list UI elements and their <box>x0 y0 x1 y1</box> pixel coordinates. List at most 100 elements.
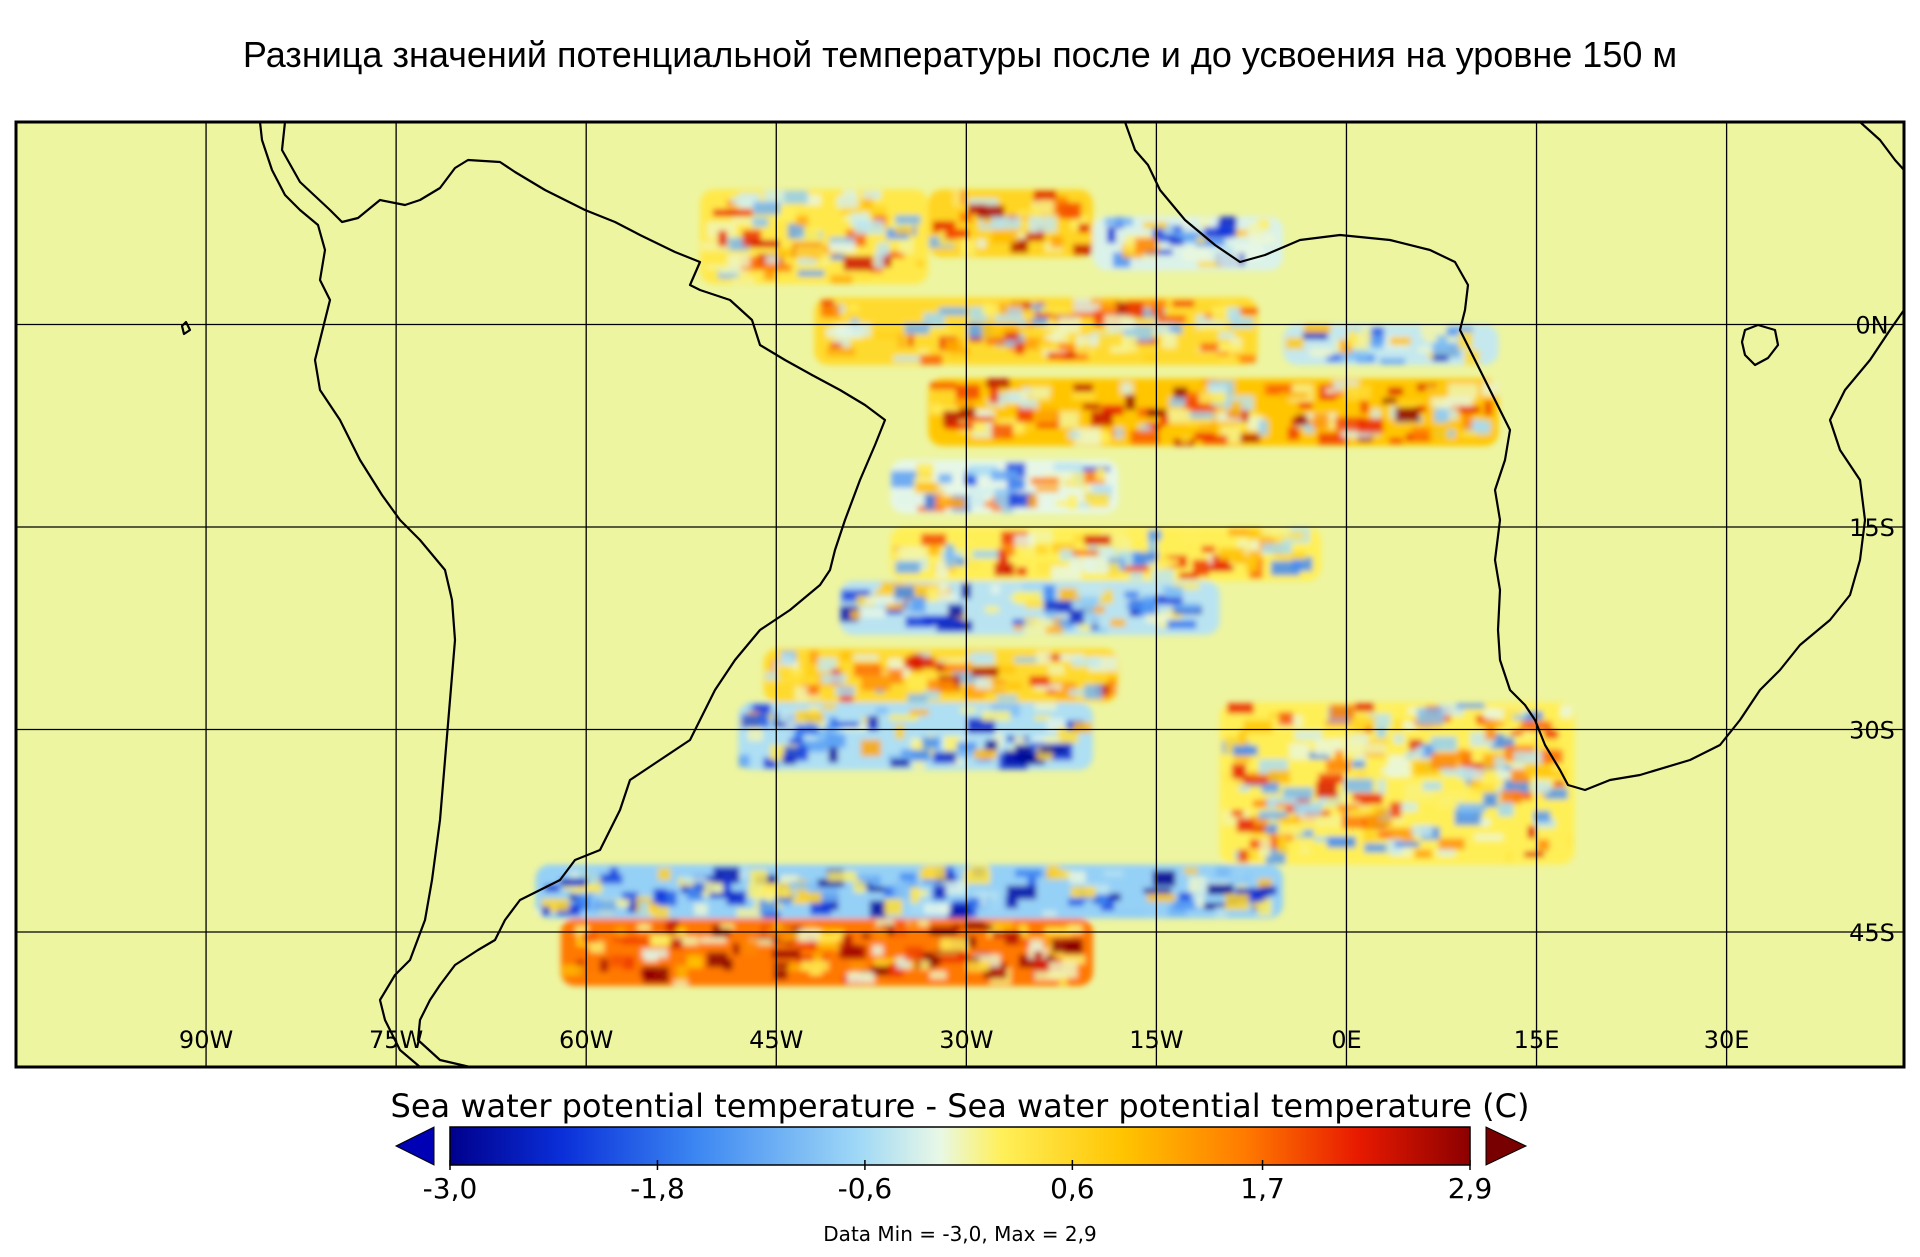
field-cell <box>1475 783 1496 794</box>
field-cell <box>1217 252 1241 266</box>
field-cell <box>1294 730 1322 741</box>
field-cell <box>1057 727 1079 744</box>
field-cell <box>1343 385 1371 400</box>
field-cell <box>818 657 837 672</box>
field-cell <box>818 934 838 942</box>
field-cell <box>1430 736 1457 752</box>
field-cell <box>1480 818 1491 827</box>
field-cell <box>741 714 770 728</box>
field-cell <box>964 921 985 930</box>
field-cell <box>1022 308 1036 319</box>
field-cell <box>1083 557 1109 574</box>
field-cell <box>1313 413 1329 430</box>
latitude-label: 45S <box>1849 919 1895 947</box>
latitude-label: 30S <box>1849 717 1895 745</box>
field-cell <box>1364 843 1387 853</box>
field-cell <box>722 878 732 895</box>
field-cell <box>800 960 829 971</box>
field-cell <box>1276 828 1304 836</box>
field-cell <box>1238 849 1249 863</box>
field-cell <box>952 924 962 931</box>
field-cell <box>1011 938 1038 946</box>
field-cell <box>985 740 998 750</box>
field-cell <box>1474 833 1504 841</box>
field-cell <box>1237 539 1249 556</box>
graticule <box>16 122 1904 1067</box>
field-cell <box>1395 407 1420 422</box>
field-cell <box>840 650 852 661</box>
field-cell <box>1061 955 1085 965</box>
field-cell <box>996 695 1018 702</box>
field-cell <box>1318 773 1344 784</box>
field-cell <box>947 904 969 919</box>
field-cell <box>1243 721 1273 733</box>
field-cell <box>583 878 594 892</box>
field-cell <box>901 749 931 761</box>
field-cell <box>1031 312 1054 318</box>
field-cell <box>1167 620 1197 629</box>
field-cell <box>1417 346 1436 353</box>
field-cell <box>809 650 819 665</box>
field-cell <box>1155 558 1179 566</box>
field-cell <box>1019 399 1038 409</box>
longitude-label: 15E <box>1514 1026 1560 1054</box>
field-cell <box>833 721 859 728</box>
field-cell <box>1347 330 1358 347</box>
field-cell <box>641 948 668 958</box>
field-cell <box>910 654 923 671</box>
field-cell <box>732 943 743 955</box>
field-cell <box>718 230 728 247</box>
field-cell <box>1120 382 1133 394</box>
field-cell <box>903 881 918 888</box>
field-cell <box>793 731 804 744</box>
field-cell <box>1034 715 1051 721</box>
field-cell <box>637 923 653 931</box>
field-cell <box>991 584 1000 595</box>
field-cell <box>1270 797 1297 805</box>
field-cell <box>1300 843 1310 856</box>
field-cell <box>898 237 914 254</box>
field-cell <box>1228 528 1256 536</box>
field-cell <box>989 386 999 404</box>
field-cell <box>657 868 671 881</box>
field-cell <box>1052 543 1075 553</box>
field-cell <box>1372 705 1396 715</box>
field-cell <box>884 899 903 916</box>
field-cell <box>1224 893 1250 911</box>
field-cell <box>707 952 728 968</box>
field-cell <box>1069 558 1096 570</box>
latitude-label: 15S <box>1849 514 1895 542</box>
field-cell <box>949 756 964 766</box>
field-cell <box>1389 801 1402 818</box>
field-cell <box>970 651 995 665</box>
field-cell <box>1073 721 1092 734</box>
field-cell <box>1080 339 1091 347</box>
field-cell <box>747 727 763 742</box>
field-cell <box>1090 627 1108 634</box>
field-cell <box>1258 810 1289 820</box>
field-cell <box>1235 884 1248 891</box>
field-cell <box>1248 234 1276 244</box>
field-cell <box>862 191 873 208</box>
field-cell <box>1483 791 1498 808</box>
field-cell <box>913 742 924 751</box>
field-cell <box>562 964 584 976</box>
field-cell <box>1266 797 1277 810</box>
field-cell <box>1484 400 1493 416</box>
field-cell <box>1058 618 1074 630</box>
field-cell <box>876 926 889 940</box>
field-cell <box>1527 825 1536 839</box>
field-cell <box>1430 752 1458 769</box>
field-cell <box>1239 354 1256 364</box>
field-cell <box>1360 400 1369 414</box>
field-cell <box>1146 893 1176 902</box>
field-cell <box>1296 829 1314 838</box>
longitude-labels: 90W 75W 60W 45W 30W 15W 0E 15E 30E <box>179 1026 1750 1054</box>
field-cell <box>1143 888 1172 894</box>
field-cell <box>599 874 623 884</box>
field-cell <box>1055 500 1079 507</box>
field-cell <box>977 239 986 248</box>
field-cell <box>837 196 859 208</box>
data-range-label: Data Min = -3,0, Max = 2,9 <box>823 1222 1097 1246</box>
